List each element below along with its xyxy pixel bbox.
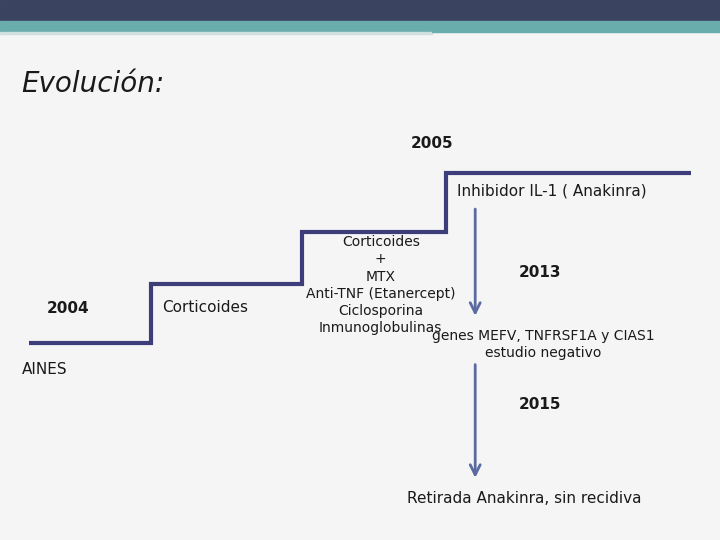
Text: AINES: AINES bbox=[22, 362, 67, 377]
Text: Corticoides
+
MTX
Anti-TNF (Etanercept)
Ciclosporina
Inmunoglobulinas: Corticoides + MTX Anti-TNF (Etanercept) … bbox=[306, 235, 456, 335]
Text: Inhibidor IL-1 ( Anakinra): Inhibidor IL-1 ( Anakinra) bbox=[457, 184, 647, 199]
Text: Evolución:: Evolución: bbox=[22, 70, 165, 98]
Text: Corticoides: Corticoides bbox=[162, 300, 248, 315]
Text: 2015: 2015 bbox=[518, 397, 561, 412]
Bar bbox=[0, 32, 432, 34]
Bar bbox=[432, 21, 720, 32]
Text: genes MEFV, TNFRSF1A y CIAS1
estudio negativo: genes MEFV, TNFRSF1A y CIAS1 estudio neg… bbox=[432, 329, 654, 360]
Text: 2013: 2013 bbox=[518, 265, 561, 280]
Text: 2004: 2004 bbox=[47, 301, 90, 316]
Bar bbox=[0, 0, 720, 21]
Bar bbox=[0, 21, 432, 32]
Text: 2005: 2005 bbox=[410, 136, 453, 151]
Text: Retirada Anakinra, sin recidiva: Retirada Anakinra, sin recidiva bbox=[407, 491, 642, 507]
